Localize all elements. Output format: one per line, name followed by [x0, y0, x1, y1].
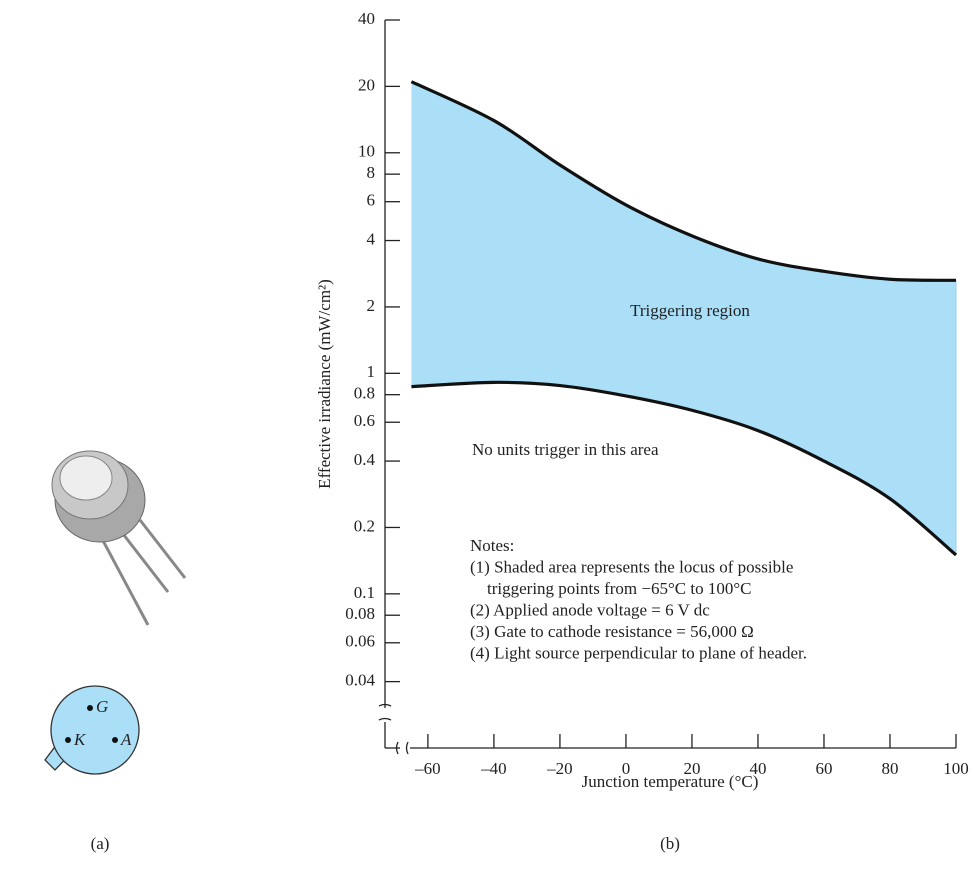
pin [87, 705, 93, 711]
y-tick-label: 1 [367, 362, 376, 381]
y-tick-label: 8 [367, 163, 376, 182]
lead [138, 519, 187, 579]
note: (4) Light source perpendicular to plane … [470, 643, 807, 662]
y-tick-label: 0.06 [345, 632, 375, 651]
y-axis-title: Effective irradiance (mW/cm²) [315, 279, 334, 489]
band-fill [411, 81, 956, 556]
y-tick-label: 4 [367, 229, 376, 248]
base-view [50, 685, 140, 775]
y-tick-label: 6 [367, 191, 376, 210]
x-tick-label: 0 [622, 759, 631, 778]
x-tick-label: 100 [943, 759, 969, 778]
axis-break [395, 741, 409, 755]
note: triggering points from −65°C to 100°C [487, 579, 751, 598]
y-tick-label: 0.04 [345, 671, 375, 690]
curve [410, 80, 957, 282]
lead [118, 529, 170, 593]
annotation: Triggering region [630, 301, 750, 320]
pin-label: G [96, 697, 108, 716]
y-tick-label: 0.2 [354, 516, 375, 535]
y-tick-label: 40 [358, 9, 375, 28]
y-tick-label: 0.8 [354, 384, 375, 403]
window [59, 455, 113, 501]
lead [98, 534, 150, 626]
y-tick-label: 0.6 [354, 411, 375, 430]
x-tick-label: 60 [815, 759, 832, 778]
note: Notes: [470, 536, 514, 555]
caption: (b) [660, 834, 680, 853]
x-tick-label: 40 [749, 759, 766, 778]
x-tick-label: 80 [881, 759, 898, 778]
axis-break [378, 703, 392, 721]
note: (2) Applied anode voltage = 6 V dc [470, 600, 710, 619]
x-tick-label: 20 [683, 759, 700, 778]
x-tick-label: –20 [546, 759, 573, 778]
annotation: No units trigger in this area [472, 440, 659, 459]
note: (3) Gate to cathode resistance = 56,000 … [470, 622, 754, 641]
caption: (a) [91, 834, 110, 853]
pin-label: A [120, 730, 132, 749]
pin-label: K [73, 730, 87, 749]
note: (1) Shaded area represents the locus of … [470, 557, 793, 576]
x-axis-title: Junction temperature (°C) [582, 772, 759, 791]
curve [411, 380, 958, 557]
y-tick-label: 20 [358, 75, 375, 94]
pin [65, 737, 71, 743]
x-tick-label: –60 [414, 759, 441, 778]
device-drawing: G K A (a) [44, 450, 187, 853]
y-tick-label: 0.1 [354, 583, 375, 602]
y-tick-label: 10 [358, 142, 375, 161]
plot [410, 80, 958, 557]
y-tick-label: 0.4 [354, 450, 376, 469]
x-tick-label: –40 [480, 759, 507, 778]
pin [112, 737, 118, 743]
y-tick-label: 2 [367, 296, 376, 315]
y-tick-label: 0.08 [345, 604, 375, 623]
